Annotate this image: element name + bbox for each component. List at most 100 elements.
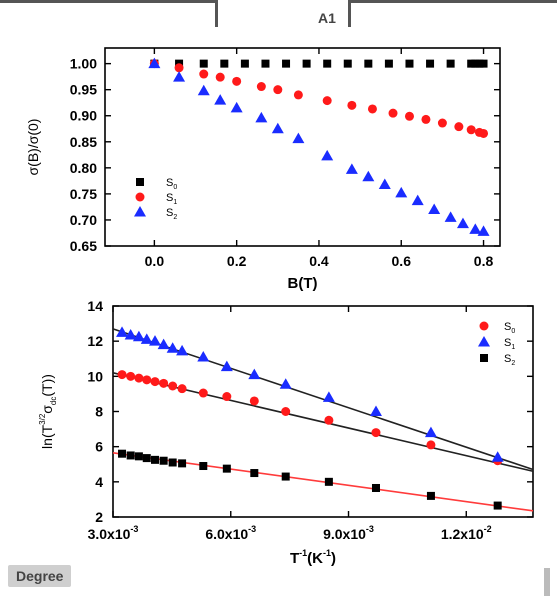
data-point-S1 <box>293 90 303 100</box>
data-point-S1 <box>322 391 335 402</box>
data-point-S1 <box>157 338 170 350</box>
data-point-S1 <box>279 378 292 389</box>
data-point-S0 <box>426 440 436 450</box>
data-point-S2 <box>173 71 186 82</box>
legend-label-S1: S1 <box>504 337 515 351</box>
x-tick-label: 9.0x10-3 <box>323 524 374 542</box>
data-point-S0 <box>302 59 311 68</box>
data-point-S2 <box>250 469 259 478</box>
legend-label-S0: S0 <box>166 177 177 191</box>
data-point-S0 <box>371 428 381 438</box>
cropped-degree-tag: Degree <box>8 565 72 587</box>
legend-marker-S0 <box>479 321 489 331</box>
data-point-S0 <box>198 388 208 398</box>
data-point-S2 <box>292 132 305 144</box>
data-point-S0 <box>384 59 393 68</box>
data-point-S2 <box>271 122 284 134</box>
data-point-S2 <box>411 194 424 206</box>
data-point-S2 <box>148 57 161 69</box>
data-point-S2 <box>168 458 177 467</box>
y-tick-label: 0.80 <box>70 160 97 176</box>
data-point-S0 <box>343 59 352 68</box>
legend-label-S1: S1 <box>166 192 177 206</box>
data-point-S1 <box>232 76 242 86</box>
data-point-S2 <box>477 225 490 236</box>
y-tick-label: 6 <box>95 439 103 455</box>
data-point-S1 <box>388 108 398 118</box>
y-tick-label: 0.65 <box>70 238 97 254</box>
x-tick-label: 0.0 <box>145 253 165 269</box>
data-point-S2 <box>395 186 408 198</box>
data-point-S0 <box>222 392 232 402</box>
data-point-S2 <box>371 483 380 492</box>
data-point-S0 <box>323 59 332 68</box>
data-point-S0 <box>126 371 136 381</box>
plot-frame <box>104 47 501 247</box>
y-tick-label: 2 <box>95 509 103 525</box>
data-point-S1 <box>273 85 283 95</box>
data-point-S2 <box>199 462 208 471</box>
cropped-neighbor-frame-left <box>0 0 218 27</box>
x-tick-label: 1.2x10-2 <box>441 524 492 542</box>
data-point-S0 <box>261 59 270 68</box>
y-tick-label: 8 <box>95 404 103 420</box>
data-point-S0 <box>281 407 291 416</box>
legend-marker-S0 <box>136 178 144 186</box>
data-point-S0 <box>134 373 144 383</box>
data-point-S0 <box>282 59 291 68</box>
data-point-S1 <box>132 330 145 342</box>
data-point-S1 <box>176 344 189 356</box>
data-point-S0 <box>249 396 259 406</box>
data-point-S0 <box>467 59 476 68</box>
x-tick-label: 6.0x10-3 <box>205 524 256 542</box>
plot-frame <box>112 305 534 518</box>
x-tick-label: 0.8 <box>474 253 494 269</box>
legend-marker-S2 <box>480 354 488 362</box>
data-point-S2 <box>345 163 358 174</box>
data-point-S0 <box>475 59 484 68</box>
x-axis-label: T-1(K-1) <box>290 548 336 567</box>
data-point-S2 <box>230 101 243 113</box>
data-point-S1 <box>116 326 129 337</box>
data-point-S2 <box>159 456 168 465</box>
data-point-S1 <box>491 451 504 462</box>
data-point-S1 <box>479 128 489 138</box>
x-tick-label: 0.6 <box>392 253 412 269</box>
data-point-S2 <box>378 178 391 190</box>
legend-marker-S1 <box>135 192 145 202</box>
data-point-S1 <box>174 63 184 73</box>
magnetoconductance-chart: 0.0 0.2 0.4 0.6 0.8 0.65 0.70 0.75 0.80 0.85 0.90 0… <box>25 47 501 292</box>
data-point-S1 <box>404 111 414 121</box>
cropped-neighbor-label: A1 <box>318 10 336 26</box>
data-point-S1 <box>421 114 431 124</box>
data-point-S1 <box>248 368 261 380</box>
data-point-S0 <box>446 59 455 68</box>
data-point-S1 <box>369 405 382 416</box>
y-axis-label: σ(B)/σ(0) <box>25 119 41 176</box>
data-point-S1 <box>454 122 464 132</box>
data-point-S2 <box>118 449 127 458</box>
x-tick-label: 0.2 <box>227 253 247 269</box>
data-point-S2 <box>444 211 457 222</box>
y-tick-label: 0.70 <box>70 212 97 228</box>
data-point-S0 <box>471 59 480 68</box>
y-tick-label: 0.85 <box>70 134 97 150</box>
data-point-S1 <box>215 72 225 82</box>
data-point-S0 <box>199 59 208 68</box>
data-point-S1 <box>437 118 447 128</box>
data-point-S0 <box>405 59 414 68</box>
data-point-S2 <box>197 84 210 96</box>
data-point-S0 <box>142 375 152 385</box>
data-point-S2 <box>151 455 159 464</box>
data-point-S1 <box>322 96 332 106</box>
y-tick-label: 1.00 <box>70 56 97 72</box>
data-point-S1 <box>197 350 210 362</box>
data-point-S0 <box>426 59 435 68</box>
data-point-S1 <box>347 100 357 110</box>
data-point-S2 <box>222 464 231 473</box>
data-point-S2 <box>426 491 435 500</box>
data-point-S2 <box>456 217 469 229</box>
y-tick-label: 0.90 <box>70 108 97 124</box>
cropped-neighbor-frame-right <box>348 0 557 27</box>
